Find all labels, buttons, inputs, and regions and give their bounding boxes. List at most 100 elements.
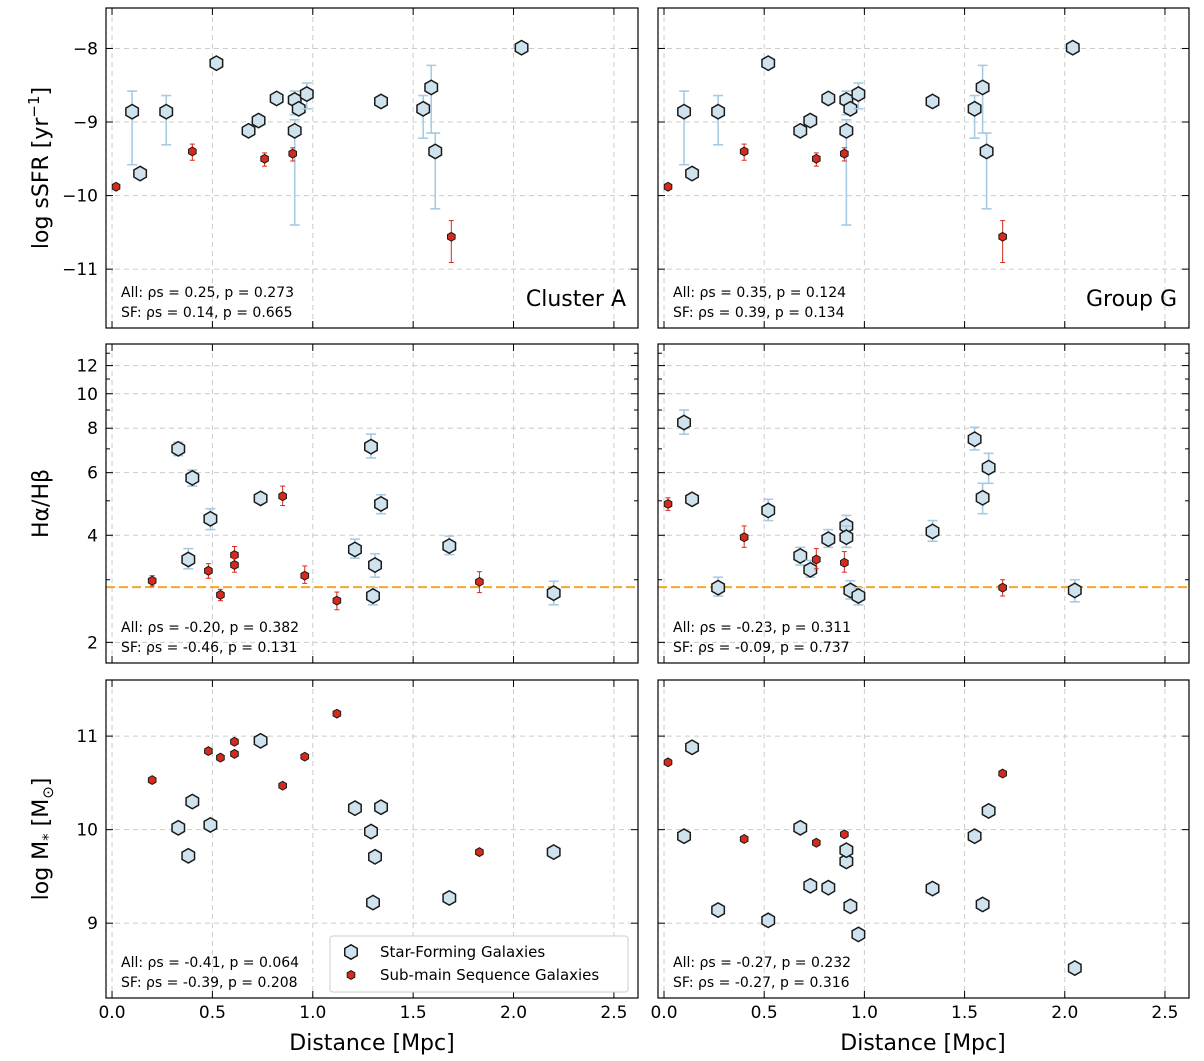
sub-main-sequence-point [216, 752, 225, 763]
x-tick-label: 1.0 [299, 1003, 326, 1023]
stats-line: All: ρs = -0.27, p = 0.232 [673, 955, 851, 971]
sub-main-sequence-point [111, 181, 121, 192]
sub-main-sequence-point [840, 557, 849, 568]
panel-frame [657, 679, 1190, 999]
legend-label-star-forming: Star-Forming Galaxies [380, 943, 545, 961]
panel-cluster-a-balmer: 2 4 6 8 10 12 Hα/Hβ All: ρs = -0.20, p = 0.382 S… [29, 343, 639, 664]
series-sub-main-sequence [147, 485, 484, 611]
star-forming-point [711, 902, 726, 919]
x-tick-label: 1.5 [400, 1003, 427, 1023]
star-forming-point [851, 926, 866, 943]
panel-cluster-a-ssfr: −11 −10 −9 −8 log sSFR [yr−1] Cluster A All: ρ… [25, 7, 639, 329]
x-tick-label: 0.0 [98, 1003, 125, 1023]
y-axis-label: log sSFR [yr−1] [25, 87, 54, 249]
stats-line: All: ρs = -0.20, p = 0.382 [121, 620, 299, 636]
star-forming-point [347, 541, 362, 558]
y-tick-label: 2 [87, 633, 98, 653]
star-forming-point [967, 100, 982, 117]
sub-main-sequence-point [663, 181, 673, 192]
star-forming-point [803, 877, 818, 894]
star-forming-point [967, 828, 982, 845]
stats-line: All: ρs = -0.23, p = 0.311 [673, 620, 851, 636]
y-tick-label: −10 [62, 187, 98, 207]
sub-main-sequence-point [230, 748, 239, 759]
star-forming-point [967, 431, 982, 448]
star-forming-point [677, 414, 692, 431]
star-forming-point [291, 100, 306, 117]
star-forming-point [181, 551, 196, 568]
sub-main-sequence-point [230, 736, 239, 747]
series-star-forming [677, 39, 1080, 226]
star-forming-point [416, 100, 431, 117]
x-tick-label: 0.5 [751, 1003, 778, 1023]
sub-main-sequence-point [663, 757, 673, 768]
sub-main-sequence-point [811, 554, 821, 565]
sub-main-sequence-point [216, 589, 225, 600]
sub-main-sequence-point [811, 153, 821, 164]
y-tick-label: −11 [62, 260, 98, 280]
star-forming-point [821, 531, 836, 548]
legend-label-sub-main-sequence: Sub-main Sequence Galaxies [380, 966, 599, 984]
star-forming-point [821, 879, 836, 896]
star-forming-point [514, 39, 529, 56]
y-tick-label: 10 [76, 385, 98, 405]
sub-main-sequence-point [188, 146, 197, 157]
x-tick-label: 2.0 [1051, 1003, 1078, 1023]
x-axis-label-right: Distance [Mpc] [840, 1031, 1005, 1056]
star-forming-point [839, 529, 854, 546]
panel-frame [657, 343, 1190, 664]
star-forming-point [677, 103, 692, 120]
legend-marker-star-forming [344, 943, 358, 961]
star-forming-point [851, 86, 866, 103]
star-forming-point [364, 823, 378, 840]
star-forming-point [975, 896, 990, 913]
star-forming-point [185, 469, 200, 486]
star-forming-point [803, 561, 818, 578]
stats-line: SF: ρs = -0.46, p = 0.131 [121, 640, 298, 656]
panel-group-g-ssfr: Group G All: ρs = 0.35, p = 0.124 SF: ρs =… [657, 7, 1190, 329]
sub-main-sequence-point [300, 570, 310, 581]
star-forming-point [287, 122, 302, 139]
sub-main-sequence-point [446, 231, 456, 242]
x-tick-label: 0.0 [650, 1003, 677, 1023]
x-tick-label: 0.5 [199, 1003, 226, 1023]
series-sub-main-sequence [111, 143, 456, 264]
star-forming-point [975, 489, 990, 506]
series-star-forming [171, 732, 561, 911]
sub-main-sequence-point [739, 146, 749, 157]
sub-main-sequence-point [204, 746, 213, 757]
star-forming-point [133, 165, 148, 182]
panel-frame [105, 343, 639, 664]
x-tick-label: 2.5 [1151, 1003, 1178, 1023]
sub-main-sequence-point [147, 575, 157, 586]
y-axis-label-mid: [M [29, 799, 54, 834]
star-forming-point [442, 538, 457, 555]
star-forming-point [839, 122, 854, 139]
star-forming-point [546, 585, 561, 602]
star-forming-point [299, 86, 314, 103]
panel-group-g-balmer: All: ρs = -0.23, p = 0.311 SF: ρs = -0.09… [657, 343, 1190, 664]
y-axis-label-sup: −1 [25, 95, 43, 117]
panel-frame [657, 7, 1190, 329]
sub-main-sequence-point [278, 780, 287, 791]
star-forming-point [374, 495, 389, 513]
star-forming-point [366, 587, 380, 605]
legend-marker-sub-main-sequence [346, 970, 356, 980]
star-forming-point [851, 587, 866, 605]
sub-main-sequence-point [332, 708, 342, 719]
star-forming-point [793, 819, 808, 836]
star-forming-point [241, 122, 256, 139]
star-forming-point [761, 912, 776, 929]
sub-main-sequence-point [739, 834, 749, 844]
y-axis-label: Hα/Hβ [29, 469, 54, 538]
star-forming-point [711, 579, 726, 596]
legend-markers [344, 943, 358, 980]
star-forming-point [366, 894, 380, 911]
star-forming-point [843, 100, 858, 117]
star-forming-point [171, 819, 186, 836]
star-forming-point [793, 547, 808, 564]
star-forming-point [1067, 960, 1082, 977]
star-forming-point [839, 842, 854, 859]
x-axis-label-left: Distance [Mpc] [289, 1031, 454, 1056]
